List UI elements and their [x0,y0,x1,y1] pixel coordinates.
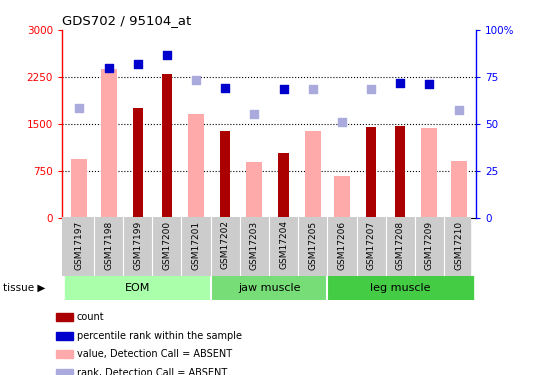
Text: jaw muscle: jaw muscle [238,283,300,293]
Point [250,111,259,117]
Text: GSM17204: GSM17204 [279,220,288,269]
Text: GSM17198: GSM17198 [104,220,113,270]
Text: GSM17201: GSM17201 [192,220,201,270]
Bar [56,313,73,321]
Bar [279,153,289,218]
Bar [132,108,143,218]
Text: GSM17206: GSM17206 [337,220,346,270]
Point [221,84,230,90]
Text: GSM17197: GSM17197 [75,220,84,270]
Point [162,52,171,58]
Text: EOM: EOM [125,283,151,293]
Bar [162,74,172,217]
Text: GSM17210: GSM17210 [454,220,463,270]
Bar [334,176,350,218]
Point [279,86,288,92]
Bar [65,276,211,300]
Text: value, Detection Call = ABSENT: value, Detection Call = ABSENT [77,350,232,359]
Point [133,62,142,68]
Point [396,80,405,86]
Text: tissue ▶: tissue ▶ [3,283,45,293]
Point [308,86,317,92]
Point [338,119,346,125]
Bar [246,162,263,218]
Point [192,77,200,83]
Text: GSM17208: GSM17208 [396,220,405,270]
Bar [188,114,204,218]
Point [75,105,84,111]
Text: GSM17209: GSM17209 [425,220,434,270]
Point [104,64,113,70]
Text: percentile rank within the sample: percentile rank within the sample [77,331,242,340]
Text: GSM17203: GSM17203 [250,220,259,270]
Bar [421,128,437,217]
Text: GSM17202: GSM17202 [221,220,230,269]
Text: GSM17200: GSM17200 [162,220,172,270]
Bar [366,127,376,218]
Bar [395,126,406,218]
Bar [101,69,117,218]
Bar [72,159,87,218]
Text: count: count [77,312,104,322]
Bar [305,131,321,218]
Text: GSM17199: GSM17199 [133,220,142,270]
Text: leg muscle: leg muscle [370,283,430,293]
Bar [211,276,327,300]
Bar [451,160,466,218]
Point [425,81,434,87]
Bar [56,332,73,339]
Bar [56,369,73,375]
Text: GSM17207: GSM17207 [366,220,376,270]
Bar [327,276,473,300]
Text: GSM17205: GSM17205 [308,220,317,270]
Bar [56,351,73,358]
Text: GDS702 / 95104_at: GDS702 / 95104_at [62,15,191,27]
Bar [220,131,230,218]
Text: rank, Detection Call = ABSENT: rank, Detection Call = ABSENT [77,368,227,375]
Point [367,86,376,92]
Point [454,107,463,113]
